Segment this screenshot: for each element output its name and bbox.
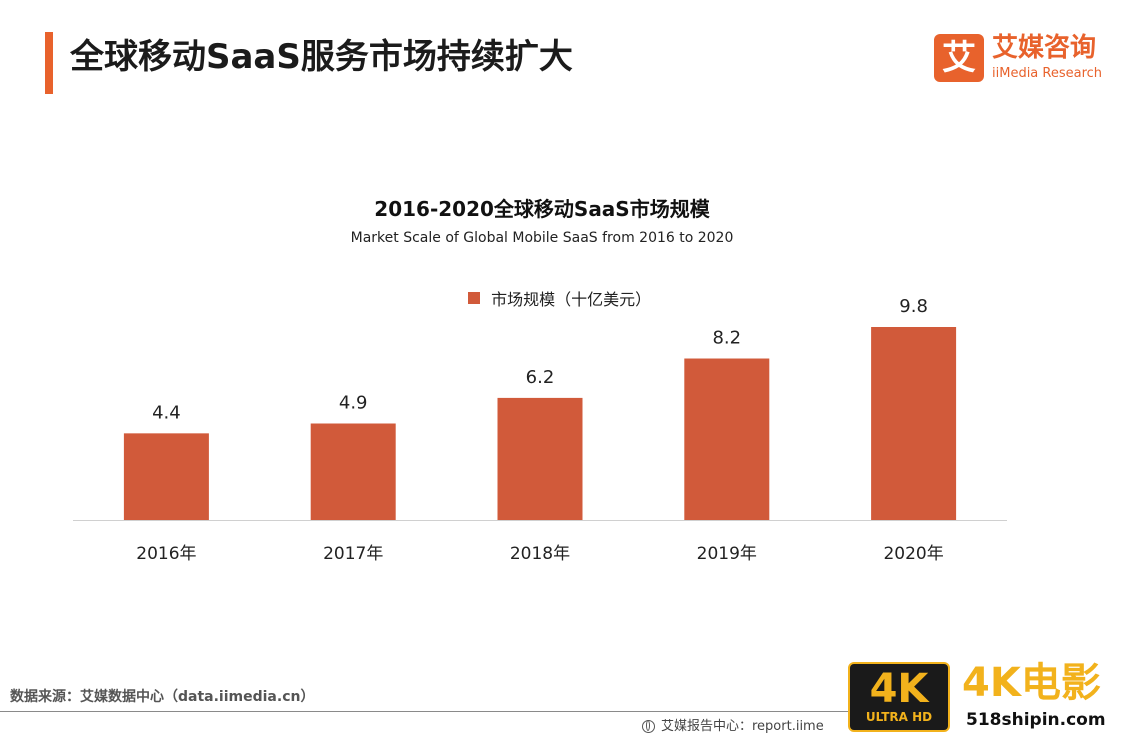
chart-subtitle: Market Scale of Global Mobile SaaS from … bbox=[350, 230, 734, 246]
bar-1 bbox=[310, 423, 396, 520]
data-source: 数据来源：艾媒数据中心（data.iimedia.cn） bbox=[10, 689, 315, 705]
x-tick-label-0: 2016年 bbox=[136, 544, 196, 564]
report-center-link[interactable]: 艾媒报告中心：report.iime bbox=[642, 715, 824, 734]
watermark-title: 4K电影 bbox=[962, 660, 1101, 706]
report-center-text: 艾媒报告中心：report.iime bbox=[661, 719, 824, 734]
data-label-4: 9.8 bbox=[899, 296, 928, 317]
chart-legend: 市场规模（十亿美元） bbox=[468, 286, 652, 309]
bar-4 bbox=[871, 327, 957, 520]
title-accent-bar bbox=[45, 32, 53, 94]
bar-2 bbox=[497, 397, 583, 520]
watermark: 4K ULTRA HD 4K电影 518shipin.com bbox=[848, 660, 1134, 737]
data-label-3: 8.2 bbox=[712, 328, 741, 349]
badge-ultra-hd-text: ULTRA HD bbox=[865, 710, 933, 724]
data-label-2: 6.2 bbox=[526, 367, 555, 388]
data-label-1: 4.9 bbox=[339, 393, 368, 414]
ultra-hd-badge: 4K ULTRA HD bbox=[848, 662, 950, 732]
footer-divider bbox=[0, 711, 860, 712]
legend-label: 市场规模（十亿美元） bbox=[491, 290, 652, 309]
data-label-0: 4.4 bbox=[152, 402, 181, 423]
page-title: 全球移动SaaS服务市场持续扩大 bbox=[70, 37, 573, 77]
chart-title: 2016-2020全球移动SaaS市场规模 bbox=[374, 197, 710, 221]
x-tick-label-3: 2019年 bbox=[697, 544, 757, 564]
x-tick-label-2: 2018年 bbox=[510, 544, 570, 564]
globe-icon bbox=[642, 720, 655, 733]
x-tick-label-1: 2017年 bbox=[323, 544, 383, 564]
watermark-url: 518shipin.com bbox=[966, 710, 1106, 730]
badge-4k-text: 4K bbox=[869, 666, 929, 712]
legend-swatch bbox=[468, 292, 480, 304]
bar-0 bbox=[123, 433, 209, 520]
logo-subtitle: iiMedia Research bbox=[992, 66, 1103, 81]
x-tick-label-4: 2020年 bbox=[883, 544, 943, 564]
logo-mark-icon: 艾 bbox=[934, 34, 984, 82]
bar-3 bbox=[684, 358, 770, 520]
logo-name: 艾媒咨询 bbox=[992, 33, 1097, 63]
iimedia-logo: 艾 艾媒咨询 iiMedia Research bbox=[934, 30, 1114, 86]
